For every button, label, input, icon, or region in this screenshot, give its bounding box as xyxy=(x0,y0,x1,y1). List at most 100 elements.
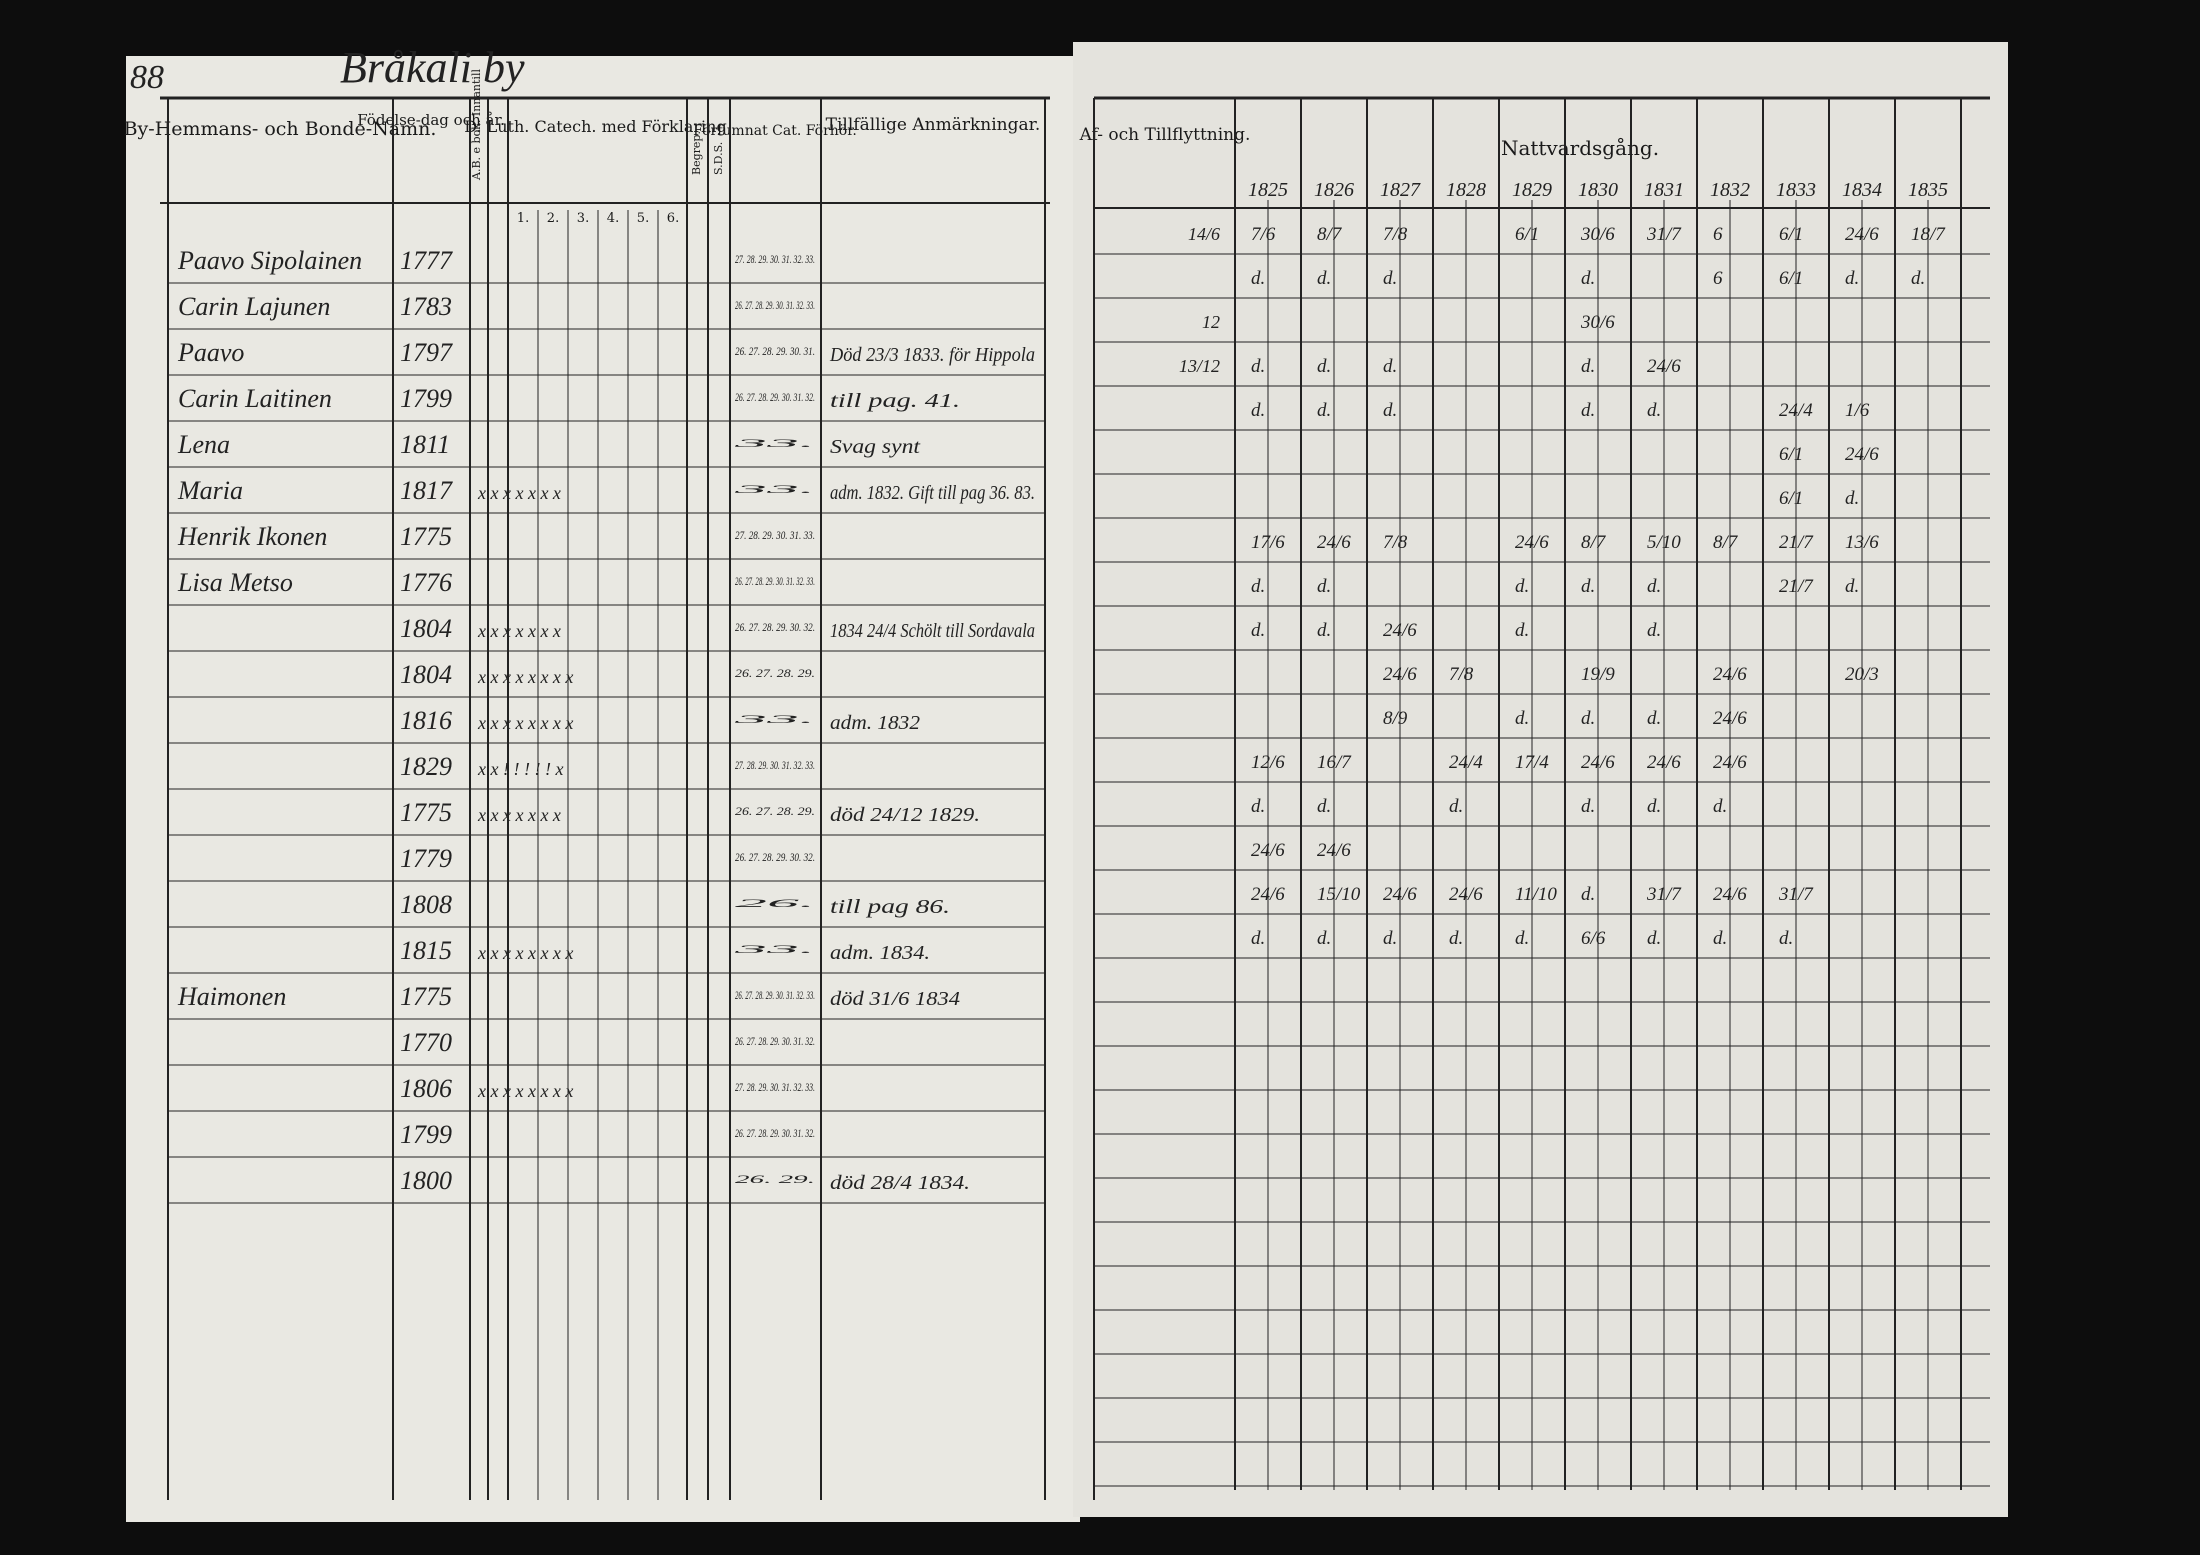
communion-date: d. xyxy=(1515,620,1529,641)
born: 1804 xyxy=(400,614,452,643)
name: Henrik Ikonen xyxy=(177,522,327,551)
moving: 14/6 xyxy=(1188,224,1220,244)
communion-date: d. xyxy=(1251,576,1265,597)
remarks: död 28/4 1834. xyxy=(830,1172,970,1194)
communion-date: 31/7 xyxy=(1646,224,1682,245)
communion-date: d. xyxy=(1647,708,1661,729)
communion-date: d. xyxy=(1251,268,1265,289)
header: Födelse-dag och år. xyxy=(357,111,505,129)
communion-date: d. xyxy=(1581,268,1595,289)
communion-date: 11/10 xyxy=(1515,884,1557,905)
reading-marks: x x x x x x x x xyxy=(477,943,573,963)
reading-marks: x x x x x x x x xyxy=(477,667,573,687)
communion-date: 15/10 xyxy=(1317,884,1361,905)
communion-date: 24/4 xyxy=(1449,752,1483,773)
born: 1783 xyxy=(400,292,452,321)
remarks: adm. 1832 xyxy=(830,712,920,734)
right-page xyxy=(1073,42,2008,1517)
born: 1777 xyxy=(400,246,453,275)
year: 1830 xyxy=(1578,179,1618,201)
communion-date: d. xyxy=(1317,928,1331,949)
remarks: adm. 1834. xyxy=(830,942,930,964)
communion-date: 6/1 xyxy=(1779,268,1803,289)
communion-date: 24/6 xyxy=(1383,884,1417,905)
moving: 13/12 xyxy=(1179,356,1220,376)
moving: 12 xyxy=(1202,312,1220,332)
communion-date: 5/10 xyxy=(1647,532,1681,553)
born: 1815 xyxy=(400,936,452,965)
communion-date: 24/6 xyxy=(1647,752,1681,773)
communion-date: 20/3 xyxy=(1845,664,1879,685)
catechism-part: 3. xyxy=(577,211,589,226)
born: 1799 xyxy=(400,384,452,413)
communion-date: d. xyxy=(1845,576,1859,597)
communion-date: 24/6 xyxy=(1449,884,1483,905)
header: Begrep. xyxy=(690,131,703,175)
born: 1806 xyxy=(400,1074,452,1103)
communion-date: d. xyxy=(1845,268,1859,289)
communion-date: 30/6 xyxy=(1580,312,1615,333)
communion-date: 1/6 xyxy=(1845,400,1870,421)
reading-marks: x x x x x x x xyxy=(477,483,561,503)
year: 1834 xyxy=(1842,179,1882,201)
remarks: 1834 24/4 Schölt till Sordavala xyxy=(830,620,1035,642)
communion-date: 7/8 xyxy=(1383,532,1408,553)
examinations: 26. 27. 28. 29. 30. 31. 32. 33. xyxy=(735,298,815,312)
remarks: till pag 86. xyxy=(830,896,950,918)
catechism-part: 5. xyxy=(637,211,649,226)
communion-date: d. xyxy=(1383,356,1397,377)
communion-date: d. xyxy=(1449,928,1463,949)
communion-date: 7/8 xyxy=(1383,224,1408,245)
name: Paavo xyxy=(177,338,244,367)
communion-date: 24/6 xyxy=(1383,664,1417,685)
communion-date: 24/6 xyxy=(1317,532,1351,553)
communion-date: 6/1 xyxy=(1515,224,1539,245)
communion-date: d. xyxy=(1383,268,1397,289)
born: 1829 xyxy=(400,752,452,781)
communion-date: d. xyxy=(1845,488,1859,509)
communion-date: 24/6 xyxy=(1383,620,1417,641)
communion-date: d. xyxy=(1317,576,1331,597)
name: Maria xyxy=(177,476,243,505)
communion-date: 8/7 xyxy=(1713,532,1739,553)
born: 1776 xyxy=(400,568,452,597)
header: D. Luth. Catech. med Förklaring. xyxy=(464,117,732,136)
communion-date: d. xyxy=(1647,796,1661,817)
communion-date: d. xyxy=(1581,356,1595,377)
catechism-part: 4. xyxy=(607,211,619,226)
communion-date: d. xyxy=(1647,576,1661,597)
born: 1779 xyxy=(400,844,452,873)
examinations: 27. 28. 29. 30. 31. 33. xyxy=(735,528,815,542)
communion-date: 24/6 xyxy=(1515,532,1549,553)
catechism-part: 1. xyxy=(517,211,529,226)
communion-date: d. xyxy=(1581,708,1595,729)
examinations: 33. xyxy=(730,712,815,726)
communion-date: 24/6 xyxy=(1845,444,1879,465)
communion-date: 24/6 xyxy=(1251,884,1285,905)
communion-date: 24/6 xyxy=(1581,752,1615,773)
header: Af- och Tillflyttning. xyxy=(1079,125,1251,145)
reading-marks: x x x x x x x xyxy=(477,805,561,825)
examinations: 27. 28. 29. 30. 31. 32. 33. xyxy=(735,1080,815,1094)
communion-date: 8/7 xyxy=(1317,224,1343,245)
born: 1804 xyxy=(400,660,452,689)
communion-date: 6/1 xyxy=(1779,444,1803,465)
catechism-part: 2. xyxy=(547,211,559,226)
reading-marks: x x x x x x x x xyxy=(477,1081,573,1101)
communion-date: d. xyxy=(1515,928,1529,949)
year: 1828 xyxy=(1446,179,1486,201)
communion-date: d. xyxy=(1317,400,1331,421)
communion-date: 24/6 xyxy=(1845,224,1879,245)
year: 1831 xyxy=(1644,179,1684,201)
communion-date: 24/4 xyxy=(1779,400,1813,421)
communion-date: d. xyxy=(1317,356,1331,377)
examinations: 26. 27. 28. 29. 30. 32. xyxy=(735,850,815,864)
examinations: 33. xyxy=(730,436,815,450)
remarks: Svag synt xyxy=(830,436,921,458)
year: 1829 xyxy=(1512,179,1552,201)
remarks: död 31/6 1834 xyxy=(830,988,960,1010)
catechism-part: 6. xyxy=(667,211,679,226)
communion-date: d. xyxy=(1581,576,1595,597)
communion-date: 6 xyxy=(1713,224,1723,245)
